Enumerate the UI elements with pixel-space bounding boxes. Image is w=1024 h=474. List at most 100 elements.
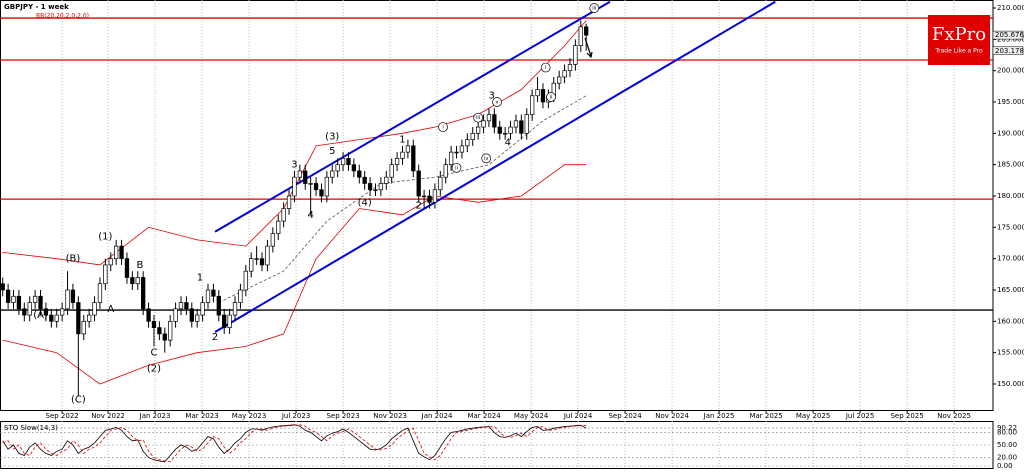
wave-label: B: [136, 260, 143, 271]
candle-body: [535, 89, 540, 97]
x-tick-label: Mar 2025: [749, 412, 782, 420]
annotation-circle: [546, 92, 556, 102]
candle-body: [195, 314, 200, 322]
candle-body: [438, 176, 443, 191]
y-tick-label: 180.000: [997, 192, 1024, 200]
candle-body: [286, 195, 292, 209]
oscillator-line: [2, 424, 587, 463]
x-tick-label: Jan 2025: [703, 412, 735, 420]
wave-label: ii: [550, 95, 553, 101]
candle-body: [292, 176, 297, 197]
y-tick-label: 150.000: [997, 380, 1024, 388]
candle-body: [470, 132, 475, 140]
candle-body: [227, 314, 232, 328]
candle-body: [324, 176, 330, 197]
wave-label: iv: [484, 156, 488, 162]
candle-body: [281, 208, 286, 222]
wave-label: (C): [71, 395, 86, 406]
candle-body: [141, 277, 146, 310]
candle-body: [27, 302, 32, 316]
wave-label: (1): [98, 232, 112, 243]
candle-body: [475, 126, 481, 134]
x-tick-label: Jan 2024: [421, 412, 453, 420]
candle-body: [114, 245, 119, 260]
candle-body: [200, 302, 205, 316]
candle-body: [259, 258, 265, 266]
candle-body: [162, 333, 167, 341]
y-tick-label: 185.000: [997, 161, 1024, 169]
annotation-circle: [492, 97, 502, 107]
x-tick-label: Jul 2023: [281, 412, 311, 420]
logo-box: [928, 15, 990, 65]
wave-label: 4: [505, 138, 511, 149]
candle-body: [238, 289, 243, 303]
candle-body: [254, 258, 259, 260]
x-tick-label: May 2025: [796, 412, 831, 420]
wave-label: (2): [147, 363, 161, 374]
logo-name: FxPro: [932, 24, 986, 45]
candle-body: [373, 189, 378, 191]
candle-body: [249, 258, 254, 272]
candle-body: [38, 295, 43, 310]
candle-body: [222, 314, 227, 328]
price-tag: [992, 30, 1024, 40]
candle-body: [124, 258, 130, 278]
candle-body: [454, 151, 459, 154]
annotation-circle: [540, 62, 551, 73]
x-tick-label: Mar 2024: [467, 412, 501, 420]
y-tick-label: 195.000: [997, 98, 1024, 106]
candle-body: [184, 302, 189, 310]
candle-body: [70, 289, 76, 303]
candle-body: [562, 70, 567, 78]
x-tick-label: Sep 2024: [608, 412, 642, 420]
wave-label: C: [150, 348, 157, 359]
candle-body: [32, 295, 38, 303]
candle-body: [427, 195, 432, 203]
candle-body: [448, 151, 454, 166]
main-frame: [0, 0, 994, 411]
x-tick-label: May 2024: [514, 412, 549, 420]
wave-label: iii: [592, 6, 596, 12]
candle-body: [108, 258, 113, 266]
x-tick-label: Mar 2023: [185, 412, 218, 420]
candle-body: [211, 289, 216, 297]
chart-title: GBPJPY - 1 week: [4, 3, 69, 11]
y-tick-label: 200.000: [997, 67, 1024, 75]
candle-body: [443, 164, 448, 178]
wave-label: (A): [33, 310, 48, 321]
wave-label: 4: [307, 210, 313, 221]
x-tick-label: Sep 2022: [46, 412, 79, 420]
x-tick-label: Nov 2023: [373, 412, 407, 420]
candle-body: [340, 158, 346, 166]
candle-body: [367, 183, 373, 191]
x-tick-label: Jan 2023: [139, 412, 171, 420]
osc-tick-label: 50.00: [997, 441, 1017, 449]
y-tick-label: 160.000: [997, 317, 1024, 325]
candle-body: [157, 327, 162, 335]
wave-label: ii: [455, 165, 458, 171]
candle-body: [411, 145, 416, 172]
candle-body: [557, 76, 562, 84]
forecast-arrow: [584, 37, 593, 59]
osc-tick-label: 80.00: [997, 428, 1017, 436]
candle-body: [357, 170, 362, 178]
candle-body: [119, 245, 124, 260]
bollinger-lower: [2, 164, 587, 385]
indicator-label: BB(20,20,2.0,2.0): [36, 13, 89, 20]
annotation-circle: [589, 3, 600, 13]
candle-body: [297, 170, 302, 178]
annotation-circle: [481, 153, 492, 164]
channel-line: [214, 0, 611, 233]
candle-body: [65, 289, 70, 310]
candle-body: [335, 164, 340, 172]
candle-body: [151, 320, 157, 328]
osc-plot: [0, 421, 993, 468]
wave-label: (3): [325, 131, 339, 142]
osc-title: STO Slow(14,3): [4, 424, 58, 432]
candle-body: [578, 26, 583, 46]
candle-body: [567, 64, 573, 72]
candle-body: [432, 189, 438, 203]
candle-body: [270, 233, 275, 247]
candle-body: [22, 308, 27, 316]
annotation-circle: [473, 112, 483, 123]
